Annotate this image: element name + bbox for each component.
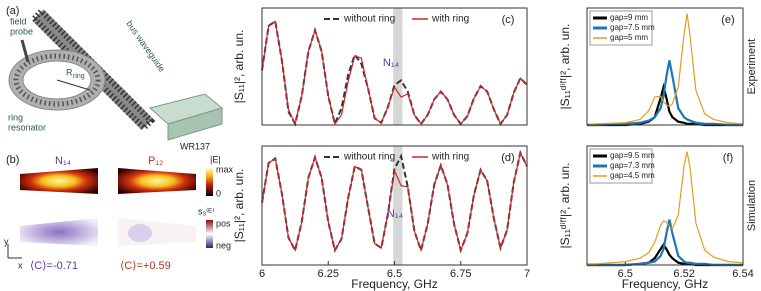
series-line [587, 60, 743, 127]
colorbar [206, 220, 213, 248]
plot-frame [261, 145, 528, 266]
wr137-port-side [167, 107, 223, 141]
spin-map [20, 218, 98, 246]
annotation: (c) [502, 14, 515, 26]
mode-label: P₁₂ [148, 155, 163, 167]
legend-label: with ring [431, 152, 469, 163]
annotation: (d) [501, 152, 514, 164]
colorbar [206, 168, 213, 196]
ring-resonator-label: ring [8, 112, 23, 122]
series-line [261, 150, 528, 253]
colorbar-title: s₃⁽ᴱ⁾ [198, 206, 214, 216]
highlight-band [393, 146, 403, 265]
y-axis-label: |S₁₁|², arb. un. [232, 169, 246, 243]
x-tick-label: 7 [524, 268, 530, 280]
ring-resonator-label: resonator [8, 122, 46, 132]
series-line [587, 242, 743, 267]
colorbar-label: neg [216, 240, 231, 250]
chirality-value: ⟨C⟩=+0.59 [120, 260, 171, 272]
radius-line [56, 79, 91, 91]
x-tick-label: 6 [259, 268, 265, 280]
legend-label: without ring [343, 14, 395, 25]
port-label: WR137 [180, 141, 210, 151]
x-tick-label: 6.25 [318, 268, 339, 280]
spin-map-spot [128, 224, 152, 242]
panel-label: (a) [6, 5, 19, 17]
series-line [261, 20, 528, 126]
radius-sub: ring [73, 73, 85, 80]
legend-label: without ring [343, 152, 395, 163]
legend-label: gap=5 mm [610, 33, 648, 42]
field-map [118, 168, 196, 194]
axis-label: x [18, 260, 23, 270]
side-label: Experiment [746, 39, 758, 95]
panel-a: (a) field probe bus waveguide R ring rin… [6, 5, 224, 151]
y-axis-label: |S₁₁ᵈⁱᶠᶠ|², arb. un. [558, 24, 572, 110]
colorbar-label: 0 [216, 188, 221, 198]
side-label: Simulation [746, 180, 758, 231]
legend-label: gap=7.5 mm [610, 23, 655, 32]
series-line [587, 151, 744, 265]
x-axis-label: Frequency, GHz [622, 277, 708, 291]
legend-label: gap=9.5 mm [610, 151, 655, 160]
y-axis-label: |S₁₁|², arb. un. [232, 30, 246, 104]
annotation: N₁₄ [383, 57, 400, 69]
plot-frame [586, 7, 744, 126]
colorbar-title: |E| [210, 154, 221, 164]
legend-label: gap=4.5 mm [610, 171, 655, 180]
series-line [587, 219, 743, 267]
series-line [586, 13, 744, 126]
legend-label: gap=7.3 mm [610, 161, 655, 170]
colorbar-label: pos [216, 218, 231, 228]
colorbar-label: max [216, 164, 234, 174]
x-tick-label: 6.52 [673, 268, 694, 280]
mode-label: N₁₄ [55, 155, 72, 167]
legend-label: with ring [431, 14, 469, 25]
x-tick-label: 6.54 [732, 268, 753, 280]
axis-label: y [4, 236, 9, 246]
y-axis-label: |S₁₁ᵈⁱᶠᶠ|², arb. un. [558, 163, 572, 249]
x-axis-label: Frequency, GHz [351, 277, 437, 291]
annotation: (f) [723, 152, 733, 164]
panel-label: (b) [6, 154, 19, 166]
radius-label: R [66, 67, 73, 77]
x-tick-label: 6.75 [450, 268, 471, 280]
x-tick-label: 6.5 [387, 268, 402, 280]
bus-waveguide-label: bus waveguide [124, 19, 167, 74]
annotation: N₁₄ [387, 208, 404, 220]
probe-shape [20, 39, 30, 63]
field-probe-label: field [10, 16, 27, 26]
legend-label: gap=9 mm [610, 13, 648, 22]
chirality-value: ⟨C⟩=-0.71 [30, 260, 78, 272]
field-probe-label: probe [10, 26, 33, 36]
panel-b: (b) N₁₄ P₁₂ |E| max 0 s₃⁽ᴱ⁾ pos neg y x … [4, 154, 234, 272]
ring-teeth [13, 53, 101, 107]
x-tick-label: 6.5 [618, 268, 633, 280]
plot-frame [261, 7, 528, 126]
annotation: (e) [721, 14, 734, 26]
highlight-band [393, 8, 403, 125]
field-map [20, 168, 98, 194]
plot-frame [586, 145, 744, 266]
